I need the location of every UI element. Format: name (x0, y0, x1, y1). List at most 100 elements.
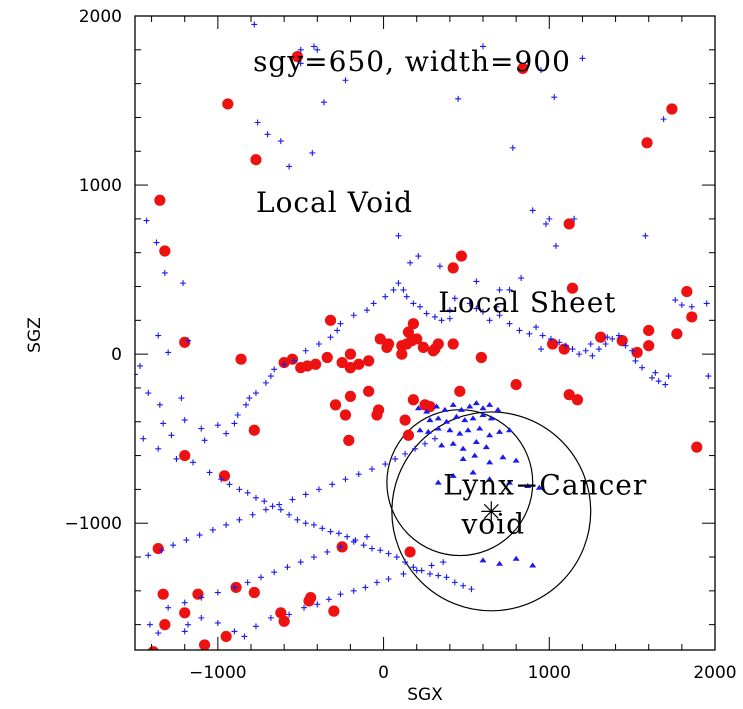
galaxy-point-plus (571, 215, 578, 222)
galaxy-point-plus (355, 471, 362, 478)
y-tick-label: 1000 (79, 176, 122, 196)
galaxy-point-red (179, 607, 191, 619)
galaxy-point-red (159, 245, 171, 257)
galaxy-point-plus (547, 335, 554, 342)
galaxy-point-red (336, 356, 348, 369)
galaxy-point-plus (400, 286, 407, 293)
galaxy-point-plus (655, 378, 662, 385)
galaxy-point-triangle (486, 476, 494, 482)
galaxy-point-plus (198, 594, 205, 601)
galaxy-point-plus (286, 163, 293, 170)
galaxy-point-red (159, 619, 171, 631)
galaxy-point-plus (206, 469, 213, 476)
galaxy-point-red (250, 154, 262, 166)
galaxy-point-plus (214, 422, 221, 429)
galaxy-point-plus (382, 461, 389, 468)
galaxy-point-triangle (494, 406, 502, 412)
galaxy-point-triangle (479, 557, 487, 563)
galaxy-point-red (510, 378, 522, 391)
galaxy-point-plus (136, 362, 143, 369)
galaxy-point-plus (267, 373, 274, 380)
galaxy-point-plus (145, 390, 152, 397)
galaxy-point-red (566, 282, 579, 294)
galaxy-point-red (278, 615, 290, 627)
galaxy-point-plus (392, 455, 399, 462)
galaxy-point-plus (236, 486, 243, 493)
galaxy-point-plus (526, 330, 533, 337)
galaxy-point-red (641, 137, 653, 149)
galaxy-point-red (447, 338, 459, 350)
galaxy-point-triangle (487, 415, 495, 421)
galaxy-point-plus (226, 481, 233, 488)
galaxy-point-triangle (529, 562, 537, 568)
galaxy-point-plus (539, 332, 546, 339)
galaxy-point-plus (576, 351, 583, 358)
galaxy-point-plus (377, 547, 384, 554)
galaxy-point-plus (180, 280, 187, 287)
galaxy-point-plus (410, 300, 417, 307)
galaxy-point-red (432, 338, 444, 350)
galaxy-point-triangle (471, 452, 479, 458)
galaxy-point-plus (533, 324, 540, 331)
galaxy-point-plus (267, 614, 274, 621)
galaxy-point-plus (327, 528, 334, 535)
galaxy-point-plus (337, 591, 344, 598)
plot-annotation: void (460, 507, 525, 540)
galaxy-point-plus (178, 395, 185, 402)
galaxy-point-plus (145, 552, 152, 559)
galaxy-point-plus (201, 437, 208, 444)
galaxy-point-plus (324, 548, 331, 555)
galaxy-point-triangle (424, 428, 432, 434)
galaxy-point-red (454, 385, 466, 397)
galaxy-point-plus (582, 347, 589, 354)
galaxy-point-red (547, 338, 559, 350)
galaxy-point-plus (609, 335, 616, 342)
galaxy-point-triangle (486, 432, 494, 438)
galaxy-point-plus (435, 572, 442, 579)
galaxy-point-plus (368, 545, 375, 552)
galaxy-point-red (235, 353, 247, 365)
galaxy-point-plus (509, 144, 516, 151)
galaxy-point-plus (480, 43, 486, 50)
galaxy-point-plus (569, 346, 576, 353)
galaxy-point-red (248, 586, 260, 599)
galaxy-point-plus (315, 340, 322, 347)
galaxy-point-plus (223, 521, 230, 528)
galaxy-point-plus (342, 476, 349, 483)
galaxy-point-plus (335, 530, 342, 537)
galaxy-point-plus (264, 131, 271, 138)
void-center-star (481, 501, 502, 522)
galaxy-point-plus (364, 307, 370, 314)
galaxy-point-triangle (496, 560, 504, 566)
galaxy-point-plus (168, 432, 175, 439)
galaxy-point-plus (468, 586, 475, 593)
galaxy-point-red (558, 343, 570, 355)
galaxy-point-plus (665, 373, 672, 380)
galaxy-point-plus (562, 342, 569, 349)
galaxy-point-plus (428, 562, 435, 569)
galaxy-point-red (402, 326, 415, 338)
galaxy-point-red (407, 318, 419, 330)
galaxy-point-triangle (512, 555, 520, 561)
galaxy-point-plus (214, 619, 221, 626)
galaxy-point-red (152, 542, 164, 555)
galaxy-point-plus (642, 232, 649, 239)
galaxy-point-plus (417, 303, 424, 310)
galaxy-point-plus (360, 542, 367, 549)
galaxy-point-red (179, 449, 191, 462)
galaxy-point-plus (395, 232, 402, 239)
galaxy-point-plus (153, 239, 160, 246)
galaxy-point-plus (291, 357, 298, 364)
galaxy-point-plus (185, 337, 192, 344)
galaxy-point-plus (262, 506, 269, 513)
galaxy-point-plus (165, 604, 172, 611)
galaxy-point-plus (181, 628, 188, 635)
galaxy-point-red (447, 262, 459, 274)
galaxy-point-plus (244, 489, 251, 496)
galaxy-point-red (291, 50, 303, 63)
galaxy-point-red (571, 394, 584, 406)
galaxy-point-plus (402, 450, 409, 457)
galaxy-point-plus (615, 332, 622, 339)
galaxy-point-plus (385, 550, 392, 557)
galaxy-point-plus (156, 401, 163, 408)
